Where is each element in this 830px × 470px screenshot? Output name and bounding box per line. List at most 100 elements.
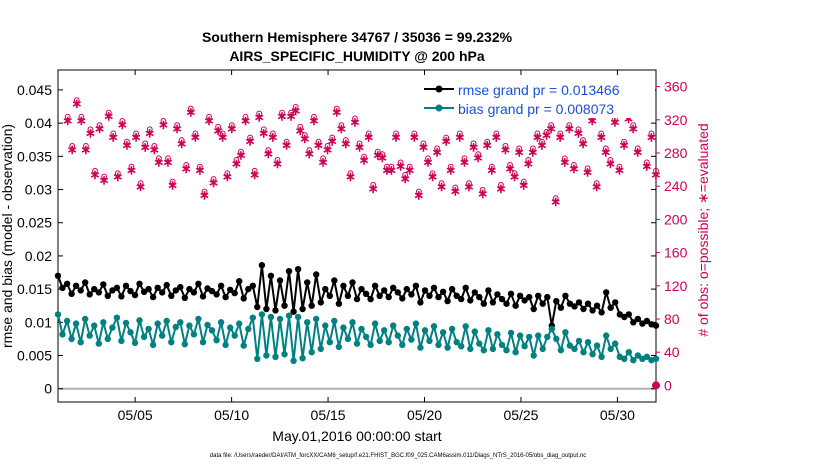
- obs-possible-point: [479, 186, 486, 193]
- rmse-point: [290, 308, 297, 315]
- obs-evaluated-point: ∗: [432, 144, 443, 159]
- data-file-footer: data file: /Users/raeder/DAI/ATM_forcXX/…: [210, 453, 586, 459]
- y-tick-label-left: 0.015: [17, 281, 52, 297]
- bias-point: [86, 332, 93, 339]
- bias-point: [512, 349, 519, 356]
- obs-possible-point: [197, 163, 203, 170]
- rmse-point: [322, 285, 329, 293]
- obs-evaluated-point: ∗: [281, 138, 292, 153]
- plot-frame: [57, 69, 657, 403]
- rmse-point: [462, 284, 469, 291]
- rmse-point: [136, 280, 143, 287]
- obs-evaluated-point: ∗: [555, 129, 566, 144]
- rmse-point: [571, 303, 578, 310]
- obs-evaluated-point: ∗: [537, 138, 548, 153]
- bias-point: [95, 340, 103, 347]
- bias-point: [430, 323, 438, 330]
- bias-point: [462, 323, 469, 330]
- obs-evaluated-point: ∗: [509, 169, 520, 184]
- obs-evaluated-point: ∗: [600, 144, 611, 159]
- obs-evaluated-point: ∗: [85, 125, 96, 140]
- obs-evaluated-point: ∗: [236, 148, 247, 163]
- rmse-point: [634, 315, 642, 323]
- obs-evaluated-point: ∗: [190, 129, 201, 144]
- obs-evaluated-point: ∗: [482, 138, 493, 153]
- obs-evaluated-point: ∗: [427, 169, 438, 184]
- obs-evaluated-point: ∗: [144, 125, 155, 140]
- obs-possible-point: [329, 134, 336, 141]
- rmse-point: [516, 292, 524, 299]
- rmse-point: [526, 293, 533, 301]
- obs-possible-point: [192, 130, 199, 137]
- obs-possible-point: [142, 140, 149, 147]
- obs-possible-point: [283, 138, 290, 145]
- legend-bias-label: bias grand pr = 0.008073: [458, 101, 614, 117]
- rmse-point: [186, 285, 193, 293]
- bias-point: [177, 319, 184, 326]
- obs-evaluated-point: ∗: [564, 121, 575, 136]
- obs-evaluated-point: ∗: [477, 186, 488, 201]
- obs-evaluated-point: ∗: [568, 161, 579, 176]
- rmse-point: [149, 293, 157, 301]
- rmse-point: [154, 284, 161, 291]
- obs-possible-point: [456, 130, 463, 137]
- obs-evaluated-point: ∗: [313, 138, 324, 153]
- rmse-point: [326, 292, 333, 299]
- obs-possible-point: [347, 170, 354, 177]
- bias-point: [535, 332, 542, 339]
- x-tick-label: 05/05: [118, 407, 153, 423]
- obs-possible-point: [260, 126, 267, 133]
- obs-possible-point: [187, 105, 194, 112]
- bias-point: [190, 331, 198, 338]
- bias-point: [498, 341, 506, 349]
- obs-possible-point: [311, 113, 317, 120]
- rmse-point: [652, 322, 660, 329]
- obs-possible-point: [92, 167, 98, 174]
- bias-point: [566, 342, 574, 349]
- obs-possible-point: [434, 145, 440, 152]
- obs-possible-point: [548, 122, 554, 128]
- bias-point: [530, 352, 537, 359]
- obs-possible-point: [498, 181, 504, 188]
- obs-evaluated-point: ∗: [176, 136, 187, 151]
- legend-rmse-label: rmse grand pr = 0.013466: [458, 82, 620, 98]
- bias-point: [467, 345, 474, 353]
- obs-possible-point: [228, 122, 235, 128]
- rmse-point: [245, 285, 252, 293]
- bias-point: [163, 317, 170, 325]
- obs-evaluated-point: ∗: [628, 121, 639, 136]
- obs-possible-point: [552, 195, 559, 202]
- obs-evaluated-point: ∗: [340, 136, 351, 151]
- bias-point: [417, 344, 424, 351]
- obs-evaluated-point: ∗: [541, 128, 552, 143]
- obs-evaluated-point: ∗: [632, 144, 643, 159]
- rmse-point: [385, 293, 392, 301]
- rmse-point: [507, 290, 515, 297]
- bias-point: [562, 329, 569, 336]
- obs-possible-point: [571, 162, 577, 168]
- bias-point: [118, 337, 125, 345]
- obs-possible-point: [534, 130, 541, 137]
- rmse-point: [308, 302, 315, 309]
- rmse-point: [625, 311, 632, 318]
- obs-possible-point: [634, 145, 641, 152]
- rmse-point: [503, 300, 510, 307]
- rmse-point: [530, 305, 537, 313]
- obs-evaluated-point: ∗: [231, 156, 242, 171]
- bias-point: [335, 343, 343, 351]
- obs-possible-point: [598, 130, 605, 137]
- obs-possible-point: [342, 137, 349, 143]
- rmse-point: [353, 295, 361, 303]
- rmse-point: [222, 293, 229, 301]
- obs-possible-point: [561, 155, 568, 162]
- obs-evaluated-point: ∗: [404, 163, 415, 178]
- obs-evaluated-point: ∗: [295, 123, 306, 138]
- rmse-point: [539, 300, 546, 307]
- bias-point: [104, 335, 112, 343]
- bias-point: [168, 339, 175, 346]
- rmse-point: [213, 291, 220, 298]
- rmse-point: [68, 290, 75, 297]
- rmse-point: [521, 297, 528, 304]
- obs-evaluated-point: ∗: [167, 178, 178, 193]
- obs-possible-point: [643, 159, 650, 166]
